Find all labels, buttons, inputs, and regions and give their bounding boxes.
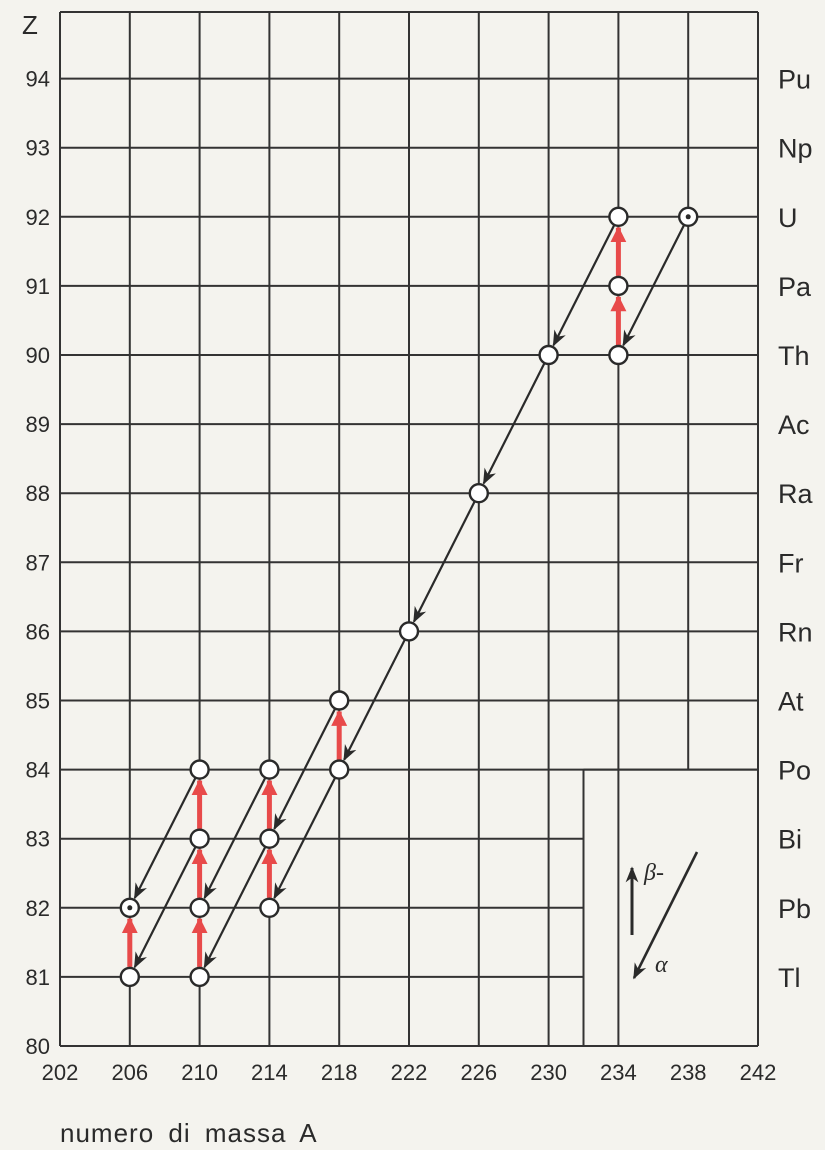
x-tick-label: 230 [530, 1060, 567, 1085]
alpha-decays [133, 224, 686, 969]
y-tick-label: 84 [26, 758, 50, 783]
nuclides [119, 206, 699, 988]
element-label: Np [778, 134, 813, 164]
alpha-decay-arrow [343, 638, 406, 762]
element-label: Pa [778, 272, 812, 302]
y-tick-label: 92 [26, 205, 50, 230]
alpha-decay-arrow [412, 500, 476, 624]
y-axis-label: Z [22, 10, 38, 40]
x-tick-label: 202 [42, 1060, 79, 1085]
x-axis-label: numero di massa A [60, 1118, 318, 1148]
y-tick-label: 83 [26, 827, 50, 852]
nuclide-point [259, 759, 280, 780]
y-tick-label: 80 [26, 1034, 50, 1059]
x-tick-label: 242 [740, 1060, 777, 1085]
element-label: Pb [778, 894, 811, 924]
alpha-decay-arrow [133, 846, 197, 969]
alpha-decay-arrow [482, 362, 546, 485]
y-tick-label: 81 [26, 965, 50, 990]
nuclide-point [119, 966, 141, 988]
y-tick-label: 88 [26, 481, 50, 506]
y-tick-label: 87 [26, 550, 50, 575]
element-label: Po [778, 756, 811, 786]
element-label: At [778, 687, 804, 717]
nuclide-point [189, 828, 210, 849]
alpha-decay-arrow [552, 224, 616, 347]
nuclide-point [189, 966, 210, 988]
x-tick-label: 210 [181, 1060, 218, 1085]
nuclide-point [608, 344, 629, 366]
alpha-decay-arrow [273, 708, 337, 831]
x-tick-label: 238 [670, 1060, 707, 1085]
nuclide-point [608, 275, 629, 297]
x-tick-label: 234 [600, 1060, 637, 1085]
nuclide-point [468, 483, 489, 504]
beta-decays [121, 226, 627, 967]
legend-beta-label: β- [643, 860, 664, 886]
alpha-decay-arrow [203, 846, 267, 969]
element-label: Th [778, 341, 810, 371]
x-tick-label: 206 [111, 1060, 148, 1085]
element-label: Ra [778, 479, 813, 509]
legend-alpha-arrow [632, 851, 699, 980]
nuclide-point [259, 828, 280, 849]
alpha-decay-arrow [203, 777, 267, 900]
element-label: Bi [778, 825, 802, 855]
grid [59, 11, 759, 1047]
alpha-decay-arrow [273, 777, 337, 900]
element-label: Ac [778, 410, 810, 440]
nuclide-center-dot [127, 905, 133, 911]
y-tick-label: 86 [26, 619, 50, 644]
y-tick-label: 82 [26, 896, 50, 921]
nuclide-point [189, 759, 210, 780]
y-tick-label: 90 [26, 343, 50, 368]
y-tick-label: 89 [26, 412, 50, 437]
nuclide-point [329, 690, 350, 711]
nuclide-point [329, 759, 350, 780]
y-tick-label: 85 [26, 689, 50, 714]
alpha-decay-arrow [133, 777, 197, 900]
alpha-decay-arrow [622, 224, 686, 347]
nuclide-point [608, 206, 629, 228]
nuclide-center-dot [685, 214, 691, 220]
y-tick-label: 94 [26, 67, 50, 92]
element-label: U [778, 203, 798, 233]
nuclide-point [259, 897, 280, 918]
element-label: Fr [778, 548, 803, 578]
x-tick-label: 214 [251, 1060, 288, 1085]
nuclide-point [189, 897, 210, 918]
x-tick-label: 222 [391, 1060, 428, 1085]
element-label: Rn [778, 617, 813, 647]
legend [625, 851, 699, 980]
legend-alpha-label: α [655, 952, 668, 978]
element-label: Pu [778, 65, 811, 95]
element-label: Tl [778, 963, 801, 993]
x-tick-label: 218 [321, 1060, 358, 1085]
y-tick-label: 93 [26, 136, 50, 161]
nuclide-point [538, 344, 559, 366]
x-tick-label: 226 [460, 1060, 497, 1085]
y-tick-label: 91 [26, 274, 50, 299]
nuclide-point [398, 621, 420, 642]
